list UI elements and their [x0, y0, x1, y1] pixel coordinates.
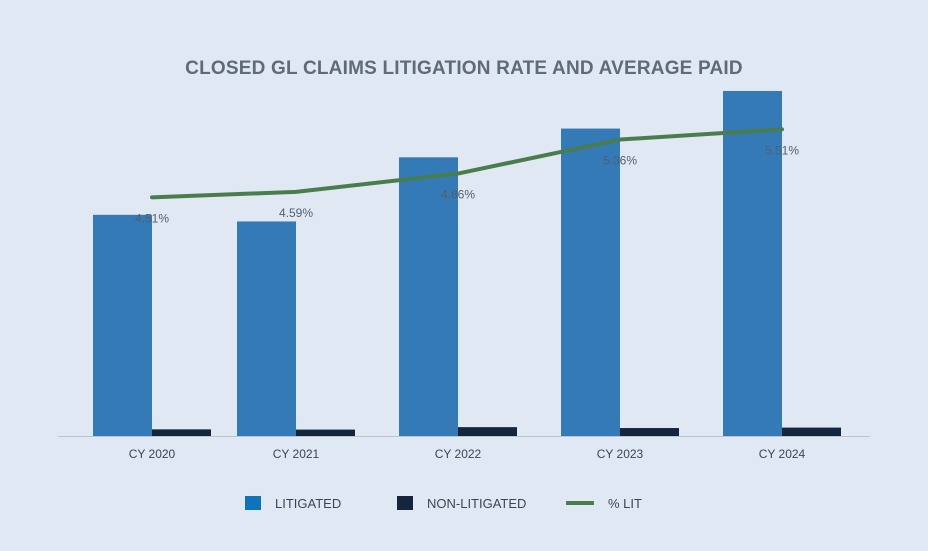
bar-non-litigated — [620, 428, 679, 436]
bar-litigated — [399, 157, 458, 437]
bar-non-litigated — [458, 427, 517, 436]
bar-non-litigated — [296, 429, 355, 436]
legend-label-pct-lit: % LIT — [608, 496, 642, 511]
x-tick-label: CY 2021 — [273, 447, 320, 461]
data-label-pct-lit: 4.51% — [135, 211, 169, 225]
bar-non-litigated — [152, 429, 211, 436]
data-label-pct-lit: 4.86% — [441, 188, 475, 202]
series-line-pct-lit — [150, 127, 784, 200]
data-label-pct-lit: 4.59% — [279, 206, 313, 220]
legend-swatch-litigated — [245, 496, 261, 510]
bar-litigated — [237, 221, 296, 436]
x-tick-label: CY 2023 — [597, 447, 644, 461]
legend-label-litigated: LITIGATED — [275, 496, 341, 511]
bar-non-litigated — [782, 427, 841, 436]
x-tick-label: CY 2024 — [759, 447, 806, 461]
bar-litigated — [561, 128, 620, 437]
legend-label-non-litigated: NON-LITIGATED — [427, 496, 526, 511]
x-tick-label: CY 2022 — [435, 447, 482, 461]
bar-litigated — [723, 90, 782, 436]
data-label-pct-lit: 5.51% — [765, 143, 799, 157]
data-label-pct-lit: 5.36% — [603, 154, 637, 168]
chart-title: CLOSED GL CLAIMS LITIGATION RATE AND AVE… — [185, 58, 743, 79]
bar-litigated — [93, 214, 152, 436]
x-tick-label: CY 2020 — [129, 447, 176, 461]
legend-swatch-non-litigated — [397, 496, 413, 510]
